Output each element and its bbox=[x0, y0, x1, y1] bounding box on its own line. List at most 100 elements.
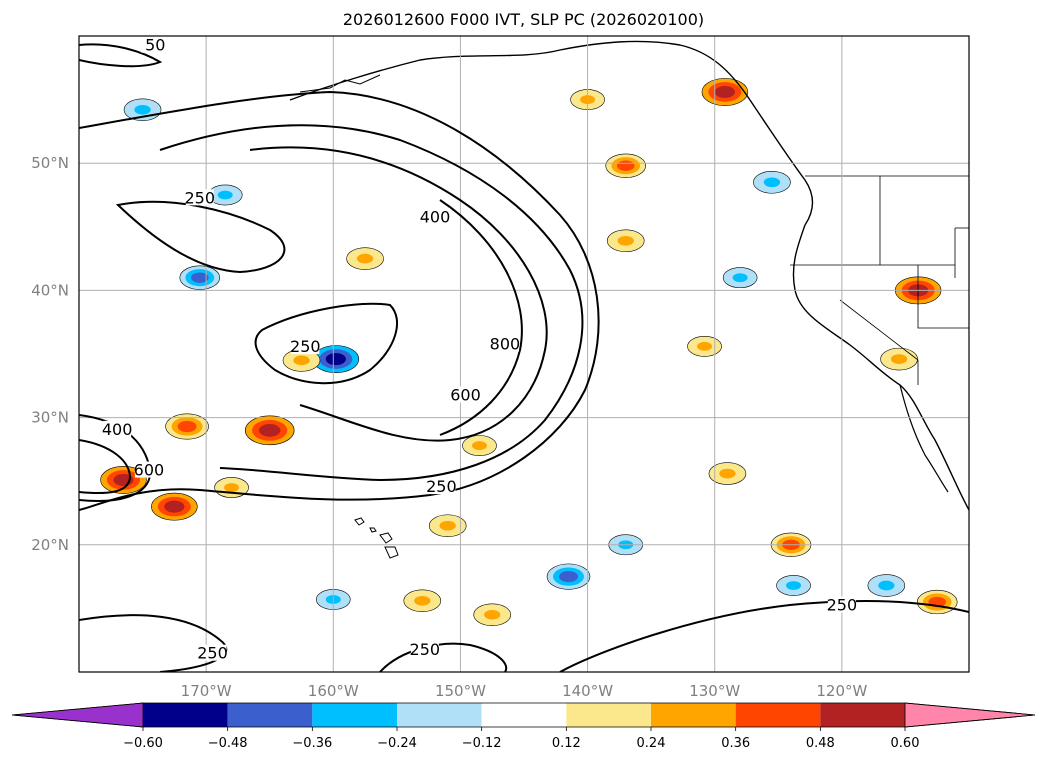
ivt-anomaly-ring bbox=[732, 273, 748, 283]
contour-250-south-center bbox=[379, 642, 508, 672]
colorbar-segment bbox=[312, 703, 397, 727]
ivt-anomaly-ring bbox=[356, 253, 374, 264]
ivt-anomaly-blob bbox=[462, 435, 497, 456]
ivt-anomaly-blob bbox=[708, 462, 747, 485]
ivt-anomaly-blob bbox=[282, 349, 321, 372]
ivt-anomaly-blob bbox=[473, 603, 512, 627]
contour-label: 250 bbox=[290, 337, 321, 356]
ivt-anomaly-blob bbox=[867, 574, 906, 597]
lon-tick-label: 120°W bbox=[816, 682, 867, 700]
contour-label: 250 bbox=[197, 644, 228, 663]
contour-label: 400 bbox=[102, 420, 133, 439]
ivt-anomaly-blob bbox=[880, 347, 918, 371]
contour-600 bbox=[249, 146, 548, 442]
contour-label: 250 bbox=[185, 188, 216, 207]
colorbar-segment bbox=[481, 703, 567, 727]
contour-label-bg bbox=[421, 208, 449, 225]
ivt-anomaly-blob bbox=[687, 335, 722, 357]
ivt-anomaly-blob bbox=[605, 153, 646, 178]
ivt-anomaly-blob bbox=[151, 492, 198, 521]
contour-label-bg bbox=[134, 461, 163, 478]
longitude-tick-labels: 170°W 160°W 150°W 140°W 130°W 120°W bbox=[181, 682, 868, 700]
contour-label: 800 bbox=[490, 335, 521, 354]
ivt-anomaly-ring bbox=[217, 190, 233, 200]
colorbar-segment bbox=[227, 703, 313, 727]
colorbar-tick-label: −0.24 bbox=[377, 736, 417, 751]
ivt-anomaly-ring bbox=[258, 423, 281, 437]
contour-label: 600 bbox=[450, 386, 481, 405]
colorbar-tick-label: 0.12 bbox=[552, 736, 581, 751]
ivt-anomaly-blob bbox=[606, 229, 645, 253]
ivt-anomaly-ring bbox=[134, 104, 151, 115]
colorbar-tick-label: −0.48 bbox=[208, 736, 248, 751]
colorbar-tick-label: 0.24 bbox=[637, 736, 666, 751]
ivt-anomaly-blob bbox=[165, 413, 209, 440]
ivt-anomaly-ring bbox=[878, 580, 895, 591]
state-borders bbox=[790, 175, 969, 385]
ivt-anomaly-fill bbox=[100, 78, 958, 627]
ivt-anomaly-ring bbox=[890, 354, 908, 364]
contour-250-southwest bbox=[79, 614, 228, 672]
lat-tick-label: 30°N bbox=[31, 409, 69, 427]
ivt-anomaly-ring bbox=[190, 272, 209, 283]
ivt-anomaly-ring bbox=[617, 235, 634, 246]
colorbar-segment bbox=[820, 703, 905, 727]
ivt-anomaly-ring bbox=[616, 160, 635, 171]
contour-50-northwest bbox=[79, 43, 163, 68]
contour-label: 400 bbox=[420, 207, 451, 226]
ivt-anomaly-blob bbox=[244, 415, 295, 446]
contour-label: 50 bbox=[145, 36, 165, 55]
colorbar-tick-label: 0.48 bbox=[806, 736, 835, 751]
aleutian-islands bbox=[299, 74, 381, 93]
colorbar-tick-label: 0.36 bbox=[721, 736, 750, 751]
ivt-anomaly-blob bbox=[312, 345, 360, 373]
lat-tick-label: 50°N bbox=[31, 154, 69, 172]
colorbar: −0.60 −0.48 −0.36 −0.24 −0.12 0.12 0.24 0.36 0.4… bbox=[11, 702, 1036, 751]
ivt-anomaly-ring bbox=[224, 483, 240, 492]
contour-600-west bbox=[79, 439, 132, 495]
ivt-anomaly-blob bbox=[753, 171, 791, 194]
ivt-anomaly-ring bbox=[472, 441, 487, 451]
lon-tick-label: 150°W bbox=[435, 682, 486, 700]
ivt-anomaly-blob bbox=[403, 589, 442, 613]
ivt-anomaly-ring bbox=[177, 420, 197, 433]
ivt-anomaly-blob bbox=[428, 514, 467, 537]
ivt-anomaly-ring bbox=[414, 595, 431, 606]
ivt-anomaly-ring bbox=[559, 571, 578, 583]
chart-title: 2026012600 F000 IVT, SLP PC (2026020100) bbox=[342, 10, 705, 29]
contour-250-center-lobe bbox=[254, 302, 399, 385]
ivt-anomaly-blob bbox=[207, 184, 243, 206]
ivt-anomaly-ring bbox=[786, 581, 802, 590]
lon-tick-label: 160°W bbox=[308, 682, 359, 700]
coastline-baja bbox=[899, 384, 949, 493]
colorbar-segment bbox=[651, 703, 736, 727]
contour-label-bg bbox=[185, 189, 214, 206]
colorbar-tick-label: 0.60 bbox=[891, 736, 920, 751]
ivt-anomaly-ring bbox=[164, 500, 185, 513]
ivt-anomaly-blob bbox=[776, 575, 811, 596]
contour-label-bg bbox=[103, 420, 132, 437]
contour-label-bg bbox=[410, 640, 439, 657]
ivt-anomaly-ring bbox=[293, 355, 310, 366]
gridlines bbox=[79, 36, 969, 672]
contour-label: 250 bbox=[410, 640, 441, 659]
ivt-anomaly-blob bbox=[346, 247, 384, 270]
colorbar-segment bbox=[143, 703, 228, 727]
colorbar-extend-max bbox=[904, 702, 1036, 728]
latitude-tick-labels: 20°N 30°N 40°N 50°N bbox=[31, 154, 69, 554]
ivt-anomaly-blob bbox=[701, 78, 749, 106]
colorbar-segment bbox=[397, 703, 482, 727]
coastline-us-west bbox=[792, 224, 969, 511]
contour-label: 600 bbox=[134, 461, 165, 480]
colorbar-tick-label: −0.12 bbox=[462, 736, 502, 751]
ivt-anomaly-ring bbox=[763, 177, 781, 188]
colorbar-extend-min bbox=[11, 702, 144, 728]
coastlines bbox=[289, 40, 969, 559]
contour-250-outer bbox=[79, 90, 600, 511]
ivt-anomaly-blob bbox=[916, 589, 958, 615]
plot-area: 250 400 250 800 600 250 400 600 250 250 250 50 bbox=[78, 35, 970, 673]
plot-frame bbox=[78, 35, 970, 673]
ivt-anomaly-ring bbox=[484, 609, 501, 620]
ivt-anomaly-ring bbox=[719, 468, 736, 479]
